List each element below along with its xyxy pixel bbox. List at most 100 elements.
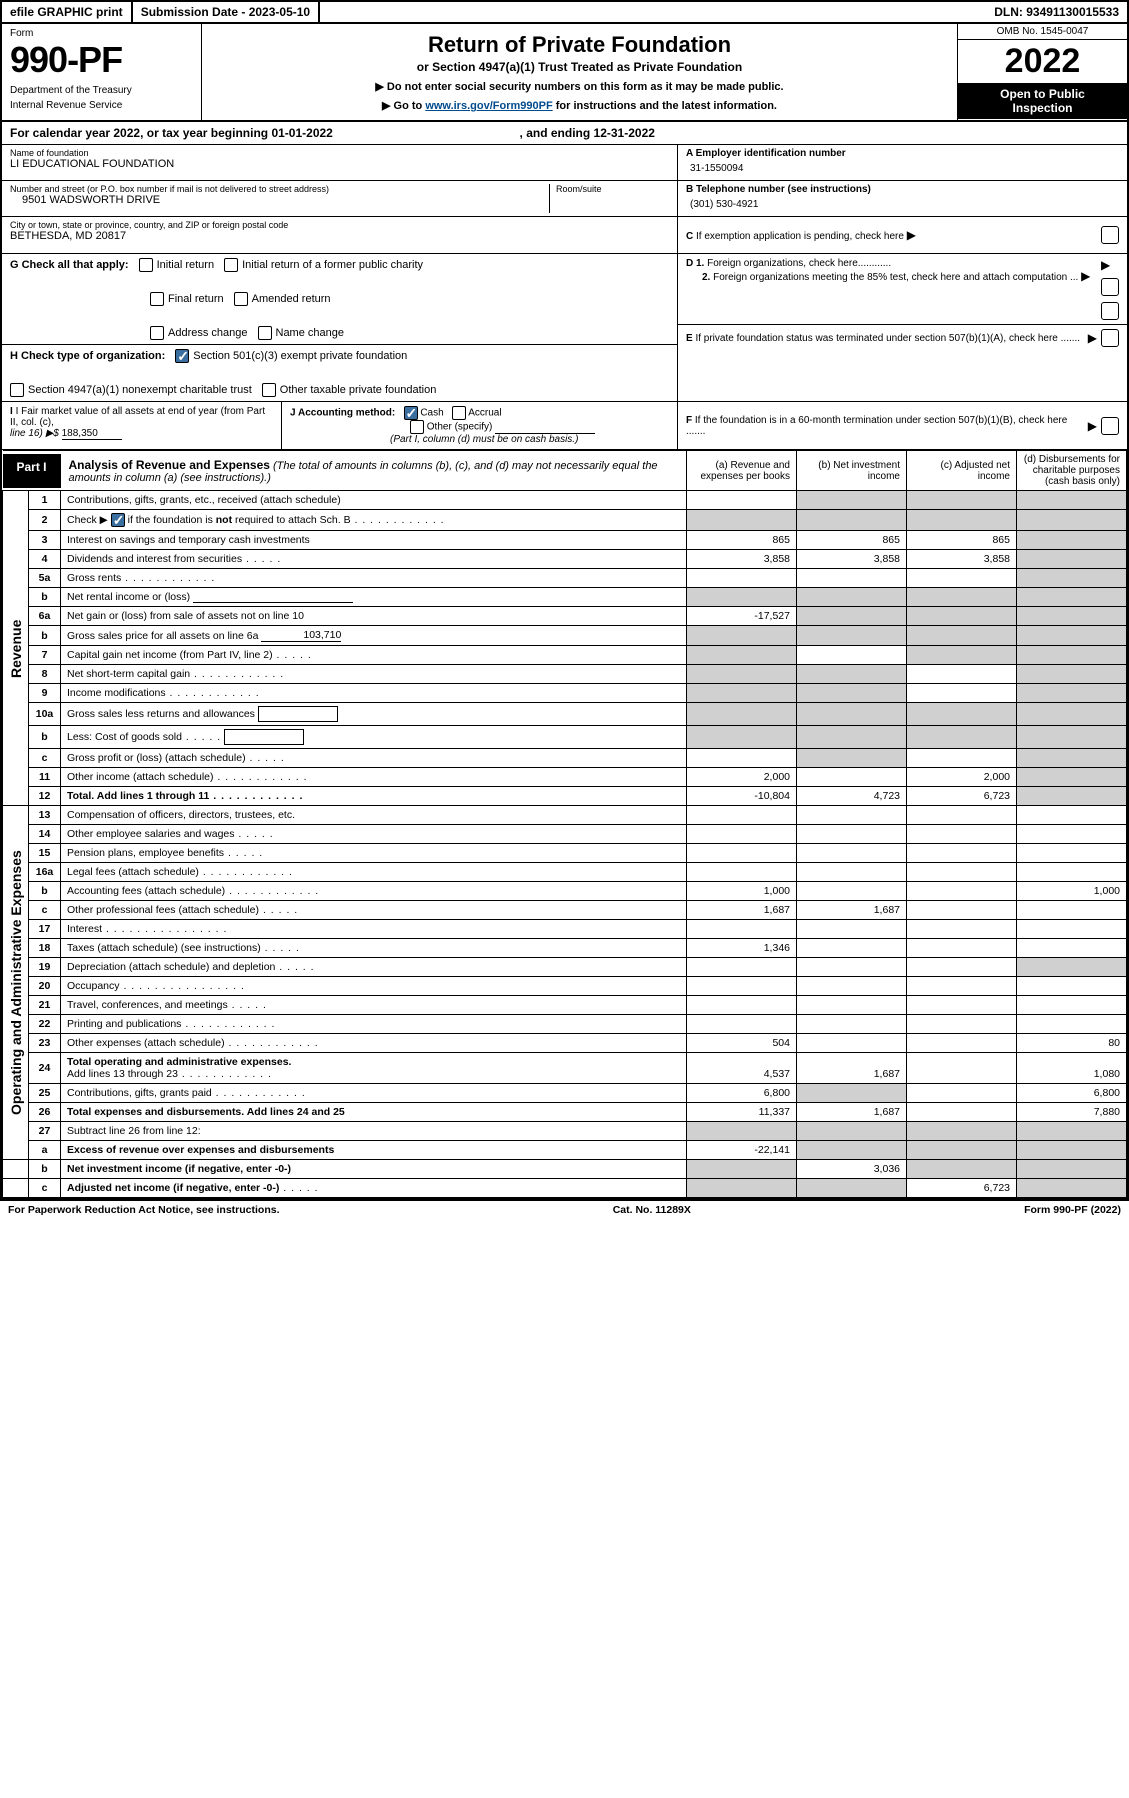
r16c-text: Other professional fees (attach schedule…	[67, 904, 259, 916]
ln-27c: c	[29, 1179, 61, 1198]
v25a: 6,800	[687, 1084, 797, 1103]
form-instructions-link[interactable]: www.irs.gov/Form990PF	[425, 100, 552, 112]
h-4947-checkbox[interactable]	[10, 383, 24, 397]
ln-5a: 5a	[29, 569, 61, 588]
ln-2: 2	[29, 510, 61, 531]
j-cash: Cash	[420, 408, 443, 419]
v27aa: -22,141	[687, 1141, 797, 1160]
v25d: 6,800	[1017, 1084, 1127, 1103]
row-24: 24 Total operating and administrative ex…	[3, 1053, 1127, 1084]
r10c-text: Gross profit or (loss) (attach schedule)	[67, 752, 246, 764]
ln-8: 8	[29, 665, 61, 684]
i-line: line 16) ▶$	[10, 428, 59, 439]
d2-checkbox[interactable]	[1101, 302, 1119, 320]
r19-text: Depreciation (attach schedule) and deple…	[67, 961, 275, 973]
row-27: 27 Subtract line 26 from line 12:	[3, 1122, 1127, 1141]
h-label: H Check type of organization:	[10, 350, 165, 362]
f-text: If the foundation is in a 60-month termi…	[686, 415, 1067, 437]
r26-text: Total expenses and disbursements. Add li…	[67, 1106, 345, 1118]
g-final-checkbox[interactable]	[150, 292, 164, 306]
room-label: Room/suite	[556, 184, 669, 194]
desc-24: Total operating and administrative expen…	[61, 1053, 687, 1084]
ln-10b: b	[29, 726, 61, 749]
ln-20: 20	[29, 977, 61, 996]
r2-checkbox[interactable]	[111, 513, 125, 527]
row-6b: b Gross sales price for all assets on li…	[3, 626, 1127, 646]
ln-26: 26	[29, 1103, 61, 1122]
j-other-checkbox[interactable]	[410, 420, 424, 434]
e-cell: E If private foundation status was termi…	[678, 325, 1127, 351]
name-label: Name of foundation	[10, 148, 669, 158]
row-13: Operating and Administrative Expenses 13…	[3, 806, 1127, 825]
r7-text: Capital gain net income (from Part IV, l…	[67, 649, 273, 661]
d2-text: Foreign organizations meeting the 85% te…	[713, 272, 1078, 283]
v27cc: 6,723	[907, 1179, 1017, 1198]
v6aa: -17,527	[687, 607, 797, 626]
header-left: Form 990-PF Department of the Treasury I…	[2, 24, 202, 120]
r17-text: Interest	[67, 923, 102, 935]
h-other-checkbox[interactable]	[262, 383, 276, 397]
g-name-checkbox[interactable]	[258, 326, 272, 340]
v3b: 865	[797, 531, 907, 550]
header-note-ssn: ▶ Do not enter social security numbers o…	[222, 80, 937, 93]
ln-6b: b	[29, 626, 61, 646]
g-amended-checkbox[interactable]	[234, 292, 248, 306]
f-checkbox[interactable]	[1101, 417, 1119, 435]
b-label: B Telephone number (see instructions)	[686, 184, 1119, 195]
row-16b: b Accounting fees (attach schedule) 1,00…	[3, 882, 1127, 901]
desc-7: Capital gain net income (from Part IV, l…	[61, 646, 687, 665]
desc-2: Check ▶ if the foundation is not require…	[61, 510, 687, 531]
ln-14: 14	[29, 825, 61, 844]
form-subtitle: or Section 4947(a)(1) Trust Treated as P…	[222, 60, 937, 74]
g-initial-checkbox[interactable]	[139, 258, 153, 272]
v12c: 6,723	[907, 787, 1017, 806]
row-27a: a Excess of revenue over expenses and di…	[3, 1141, 1127, 1160]
v24d: 1,080	[1017, 1053, 1127, 1084]
h-opt1: Section 501(c)(3) exempt private foundat…	[193, 350, 407, 362]
header-right: OMB No. 1545-0047 2022 Open to Public In…	[957, 24, 1127, 120]
part1-title: Analysis of Revenue and Expenses	[69, 458, 270, 472]
row-5b: b Net rental income or (loss)	[3, 588, 1127, 607]
g-opt1: Initial return	[157, 259, 214, 271]
note2-pre: ▶ Go to	[382, 100, 425, 112]
h-501c3-checkbox[interactable]	[175, 349, 189, 363]
desc-8: Net short-term capital gain	[61, 665, 687, 684]
desc-4: Dividends and interest from securities	[61, 550, 687, 569]
ln-27: 27	[29, 1122, 61, 1141]
g-initial-former-checkbox[interactable]	[224, 258, 238, 272]
row-6a: 6a Net gain or (loss) from sale of asset…	[3, 607, 1127, 626]
r21-text: Travel, conferences, and meetings	[67, 999, 228, 1011]
desc-14: Other employee salaries and wages	[61, 825, 687, 844]
footer-mid: Cat. No. 11289X	[613, 1204, 691, 1216]
e-checkbox[interactable]	[1101, 329, 1119, 347]
row-12: 12 Total. Add lines 1 through 11 -10,804…	[3, 787, 1127, 806]
info-right: A Employer identification number 31-1550…	[677, 145, 1127, 253]
footer: For Paperwork Reduction Act Notice, see …	[0, 1200, 1129, 1219]
de-right: D 1. Foreign organizations, check here..…	[677, 254, 1127, 401]
c-checkbox[interactable]	[1101, 226, 1119, 244]
d1-checkbox[interactable]	[1101, 278, 1119, 296]
v4c: 3,858	[907, 550, 1017, 569]
v12b: 4,723	[797, 787, 907, 806]
r20-text: Occupancy	[67, 980, 120, 992]
row-2: 2 Check ▶ if the foundation is not requi…	[3, 510, 1127, 531]
ln-13: 13	[29, 806, 61, 825]
j-accrual-checkbox[interactable]	[452, 406, 466, 420]
v4a: 3,858	[687, 550, 797, 569]
v27bb: 3,036	[797, 1160, 907, 1179]
info-grid-1: Name of foundation LI EDUCATIONAL FOUNDA…	[2, 145, 1127, 254]
v26d: 7,880	[1017, 1103, 1127, 1122]
desc-9: Income modifications	[61, 684, 687, 703]
r12-text: Total. Add lines 1 through 11	[67, 790, 209, 802]
j-cash-checkbox[interactable]	[404, 406, 418, 420]
ln-15: 15	[29, 844, 61, 863]
r6b-val: 103,710	[261, 629, 341, 642]
ln-22: 22	[29, 1015, 61, 1034]
g-address-checkbox[interactable]	[150, 326, 164, 340]
b-value: (301) 530-4921	[686, 195, 1119, 210]
a-label: A Employer identification number	[686, 148, 1119, 159]
v1d	[1017, 491, 1127, 510]
ln-4: 4	[29, 550, 61, 569]
v1b	[797, 491, 907, 510]
note2-post: for instructions and the latest informat…	[553, 100, 777, 112]
